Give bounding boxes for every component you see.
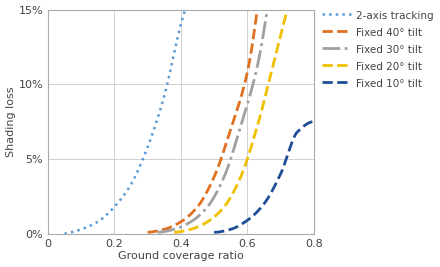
Fixed 20° tilt — [264, 89, 269, 92]
Fixed 30° tilt — [208, 202, 213, 205]
Fixed 30° tilt — [262, 25, 267, 28]
Fixed 40° tilt — [210, 178, 216, 181]
2-axis tracking — [182, 10, 187, 13]
Fixed 40° tilt — [235, 107, 240, 110]
Fixed 30° tilt — [220, 178, 225, 181]
Fixed 20° tilt — [233, 187, 238, 190]
Line: Fixed 40° tilt: Fixed 40° tilt — [147, 10, 257, 232]
X-axis label: Ground coverage ratio: Ground coverage ratio — [118, 252, 244, 261]
Fixed 10° tilt — [259, 205, 264, 209]
2-axis tracking — [62, 232, 67, 235]
Fixed 40° tilt — [252, 27, 257, 30]
Fixed 30° tilt — [264, 8, 270, 11]
2-axis tracking — [120, 195, 125, 198]
Fixed 10° tilt — [309, 120, 314, 124]
Fixed 40° tilt — [255, 8, 260, 11]
Fixed 20° tilt — [239, 174, 244, 177]
Fixed 10° tilt — [265, 196, 271, 199]
Fixed 10° tilt — [212, 231, 217, 234]
Fixed 40° tilt — [198, 201, 203, 205]
Fixed 30° tilt — [245, 102, 250, 105]
Fixed 20° tilt — [225, 200, 231, 203]
Fixed 20° tilt — [172, 231, 177, 234]
2-axis tracking — [121, 194, 126, 197]
Fixed 40° tilt — [197, 202, 202, 206]
Y-axis label: Shading loss: Shading loss — [6, 87, 15, 157]
Fixed 20° tilt — [285, 8, 290, 11]
Fixed 30° tilt — [214, 190, 220, 194]
Fixed 40° tilt — [204, 190, 209, 193]
Legend: 2-axis tracking, Fixed 40° tilt, Fixed 30° tilt, Fixed 20° tilt, Fixed 10° tilt: 2-axis tracking, Fixed 40° tilt, Fixed 3… — [322, 10, 434, 88]
2-axis tracking — [135, 170, 140, 173]
2-axis tracking — [185, 1, 190, 4]
Line: Fixed 30° tilt: Fixed 30° tilt — [158, 10, 267, 232]
Fixed 30° tilt — [155, 231, 160, 234]
2-axis tracking — [128, 183, 134, 186]
Fixed 10° tilt — [271, 187, 276, 190]
Line: Fixed 10° tilt: Fixed 10° tilt — [214, 122, 314, 232]
Line: 2-axis tracking: 2-axis tracking — [64, 2, 187, 234]
Fixed 30° tilt — [207, 202, 213, 206]
Line: Fixed 20° tilt: Fixed 20° tilt — [174, 10, 287, 232]
Fixed 10° tilt — [293, 132, 298, 135]
Fixed 40° tilt — [145, 231, 150, 234]
Fixed 20° tilt — [282, 19, 287, 22]
Fixed 20° tilt — [226, 199, 231, 202]
Fixed 10° tilt — [260, 205, 265, 208]
2-axis tracking — [163, 91, 168, 94]
Fixed 10° tilt — [311, 120, 316, 123]
